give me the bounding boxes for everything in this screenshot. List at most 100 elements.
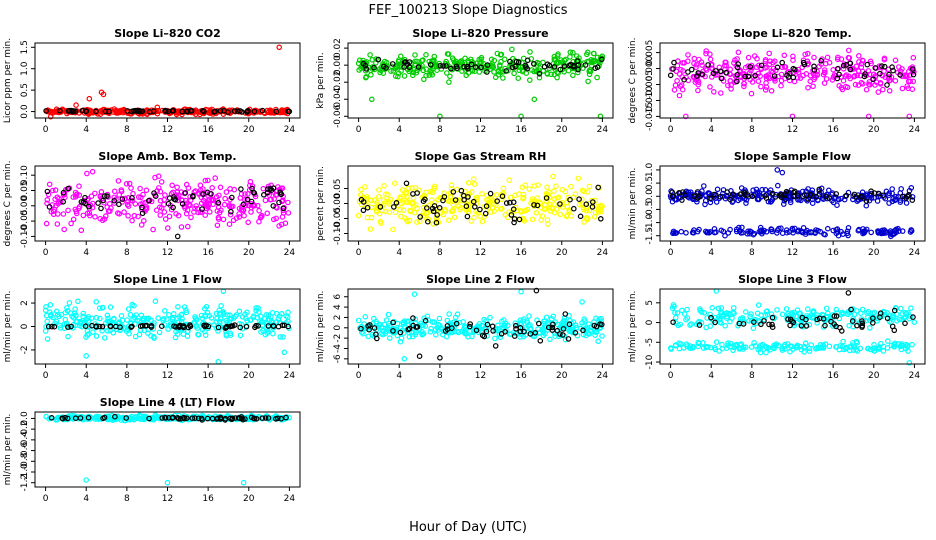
data-point	[779, 345, 785, 352]
data-point	[202, 201, 209, 207]
data-point	[897, 72, 903, 78]
data-point	[853, 308, 860, 314]
data-point	[591, 50, 597, 57]
y-tick-label: 0.05	[20, 180, 30, 200]
data-point	[544, 71, 551, 77]
data-point	[110, 329, 117, 336]
data-point	[450, 57, 457, 63]
data-point	[390, 68, 397, 74]
data-point	[543, 314, 550, 321]
data-point	[581, 316, 588, 322]
data-point	[98, 189, 105, 195]
data-point	[758, 321, 764, 328]
data-point	[106, 108, 112, 115]
data-point	[823, 305, 830, 312]
data-point	[890, 314, 896, 321]
data-point	[238, 186, 244, 192]
data-point	[473, 324, 480, 331]
data-point	[435, 321, 442, 328]
data-point	[497, 52, 504, 58]
y-tick-label: -0.010	[645, 86, 655, 115]
data-point	[376, 210, 383, 217]
data-point	[128, 185, 134, 191]
data-point	[667, 345, 674, 351]
data-point	[790, 319, 797, 326]
data-point	[544, 184, 550, 191]
data-point	[875, 89, 882, 95]
data-point	[432, 331, 439, 338]
data-point	[416, 63, 423, 69]
data-point	[534, 62, 540, 68]
y-tick-label: 6	[333, 294, 343, 300]
data-point	[248, 198, 255, 205]
data-point	[403, 180, 410, 187]
data-point	[280, 334, 286, 340]
data-point	[397, 207, 403, 213]
data-point	[586, 183, 593, 190]
x-tick-label: 12	[162, 494, 173, 504]
data-point	[174, 189, 181, 196]
x-tick-label: 12	[787, 371, 798, 381]
data-point	[683, 230, 689, 236]
data-point	[157, 188, 164, 195]
x-tick-label: 24	[284, 125, 296, 135]
y-tick-label: -1.5	[645, 227, 655, 245]
x-tick-label: 4	[83, 494, 89, 504]
data-point-outlier	[83, 352, 90, 359]
x-tick-label: 4	[83, 125, 89, 135]
data-point	[860, 226, 866, 232]
x-tick-label: 24	[909, 371, 921, 381]
data-point	[175, 415, 182, 422]
data-point	[144, 322, 150, 329]
data-point	[761, 318, 767, 324]
data-point	[597, 205, 604, 211]
data-point	[767, 199, 774, 205]
data-point	[82, 194, 88, 201]
data-point	[78, 227, 85, 234]
data-point	[46, 204, 53, 210]
figure-title: FEF_100213 Slope Diagnostics	[368, 3, 567, 18]
data-point	[223, 189, 230, 195]
y-tick-label: -0.015	[645, 102, 655, 131]
data-point	[699, 62, 705, 68]
data-point	[550, 173, 556, 180]
data-point	[891, 231, 898, 237]
data-point	[567, 49, 574, 56]
data-point	[433, 214, 440, 221]
y-tick-label: -2	[333, 334, 343, 343]
data-point	[909, 66, 916, 72]
data-point	[730, 305, 737, 311]
data-point	[515, 59, 522, 66]
data-point	[430, 208, 437, 215]
data-point	[585, 58, 592, 65]
data-point	[251, 108, 258, 115]
data-point	[687, 322, 693, 328]
data-point	[165, 200, 172, 207]
data-point	[779, 59, 786, 66]
data-point	[584, 49, 591, 56]
data-point	[167, 322, 174, 329]
x-tick-label: 20	[243, 371, 255, 381]
data-point	[165, 225, 171, 231]
data-point	[767, 58, 774, 65]
data-point	[43, 108, 49, 114]
data-point	[892, 57, 899, 64]
data-point	[892, 78, 899, 84]
data-point	[905, 85, 911, 92]
data-point	[68, 323, 74, 330]
data-point	[520, 333, 527, 340]
data-point	[427, 62, 434, 68]
data-point	[544, 192, 550, 198]
data-point	[481, 213, 488, 220]
data-point	[375, 56, 382, 63]
data-point	[192, 415, 198, 421]
data-point	[775, 73, 782, 80]
data-point	[710, 89, 717, 95]
data-point	[779, 230, 786, 237]
data-point	[898, 186, 905, 192]
y-tick-label: 2	[20, 300, 30, 306]
data-point	[529, 216, 536, 223]
data-point	[852, 81, 859, 88]
data-point	[758, 62, 765, 69]
data-points	[355, 173, 605, 233]
